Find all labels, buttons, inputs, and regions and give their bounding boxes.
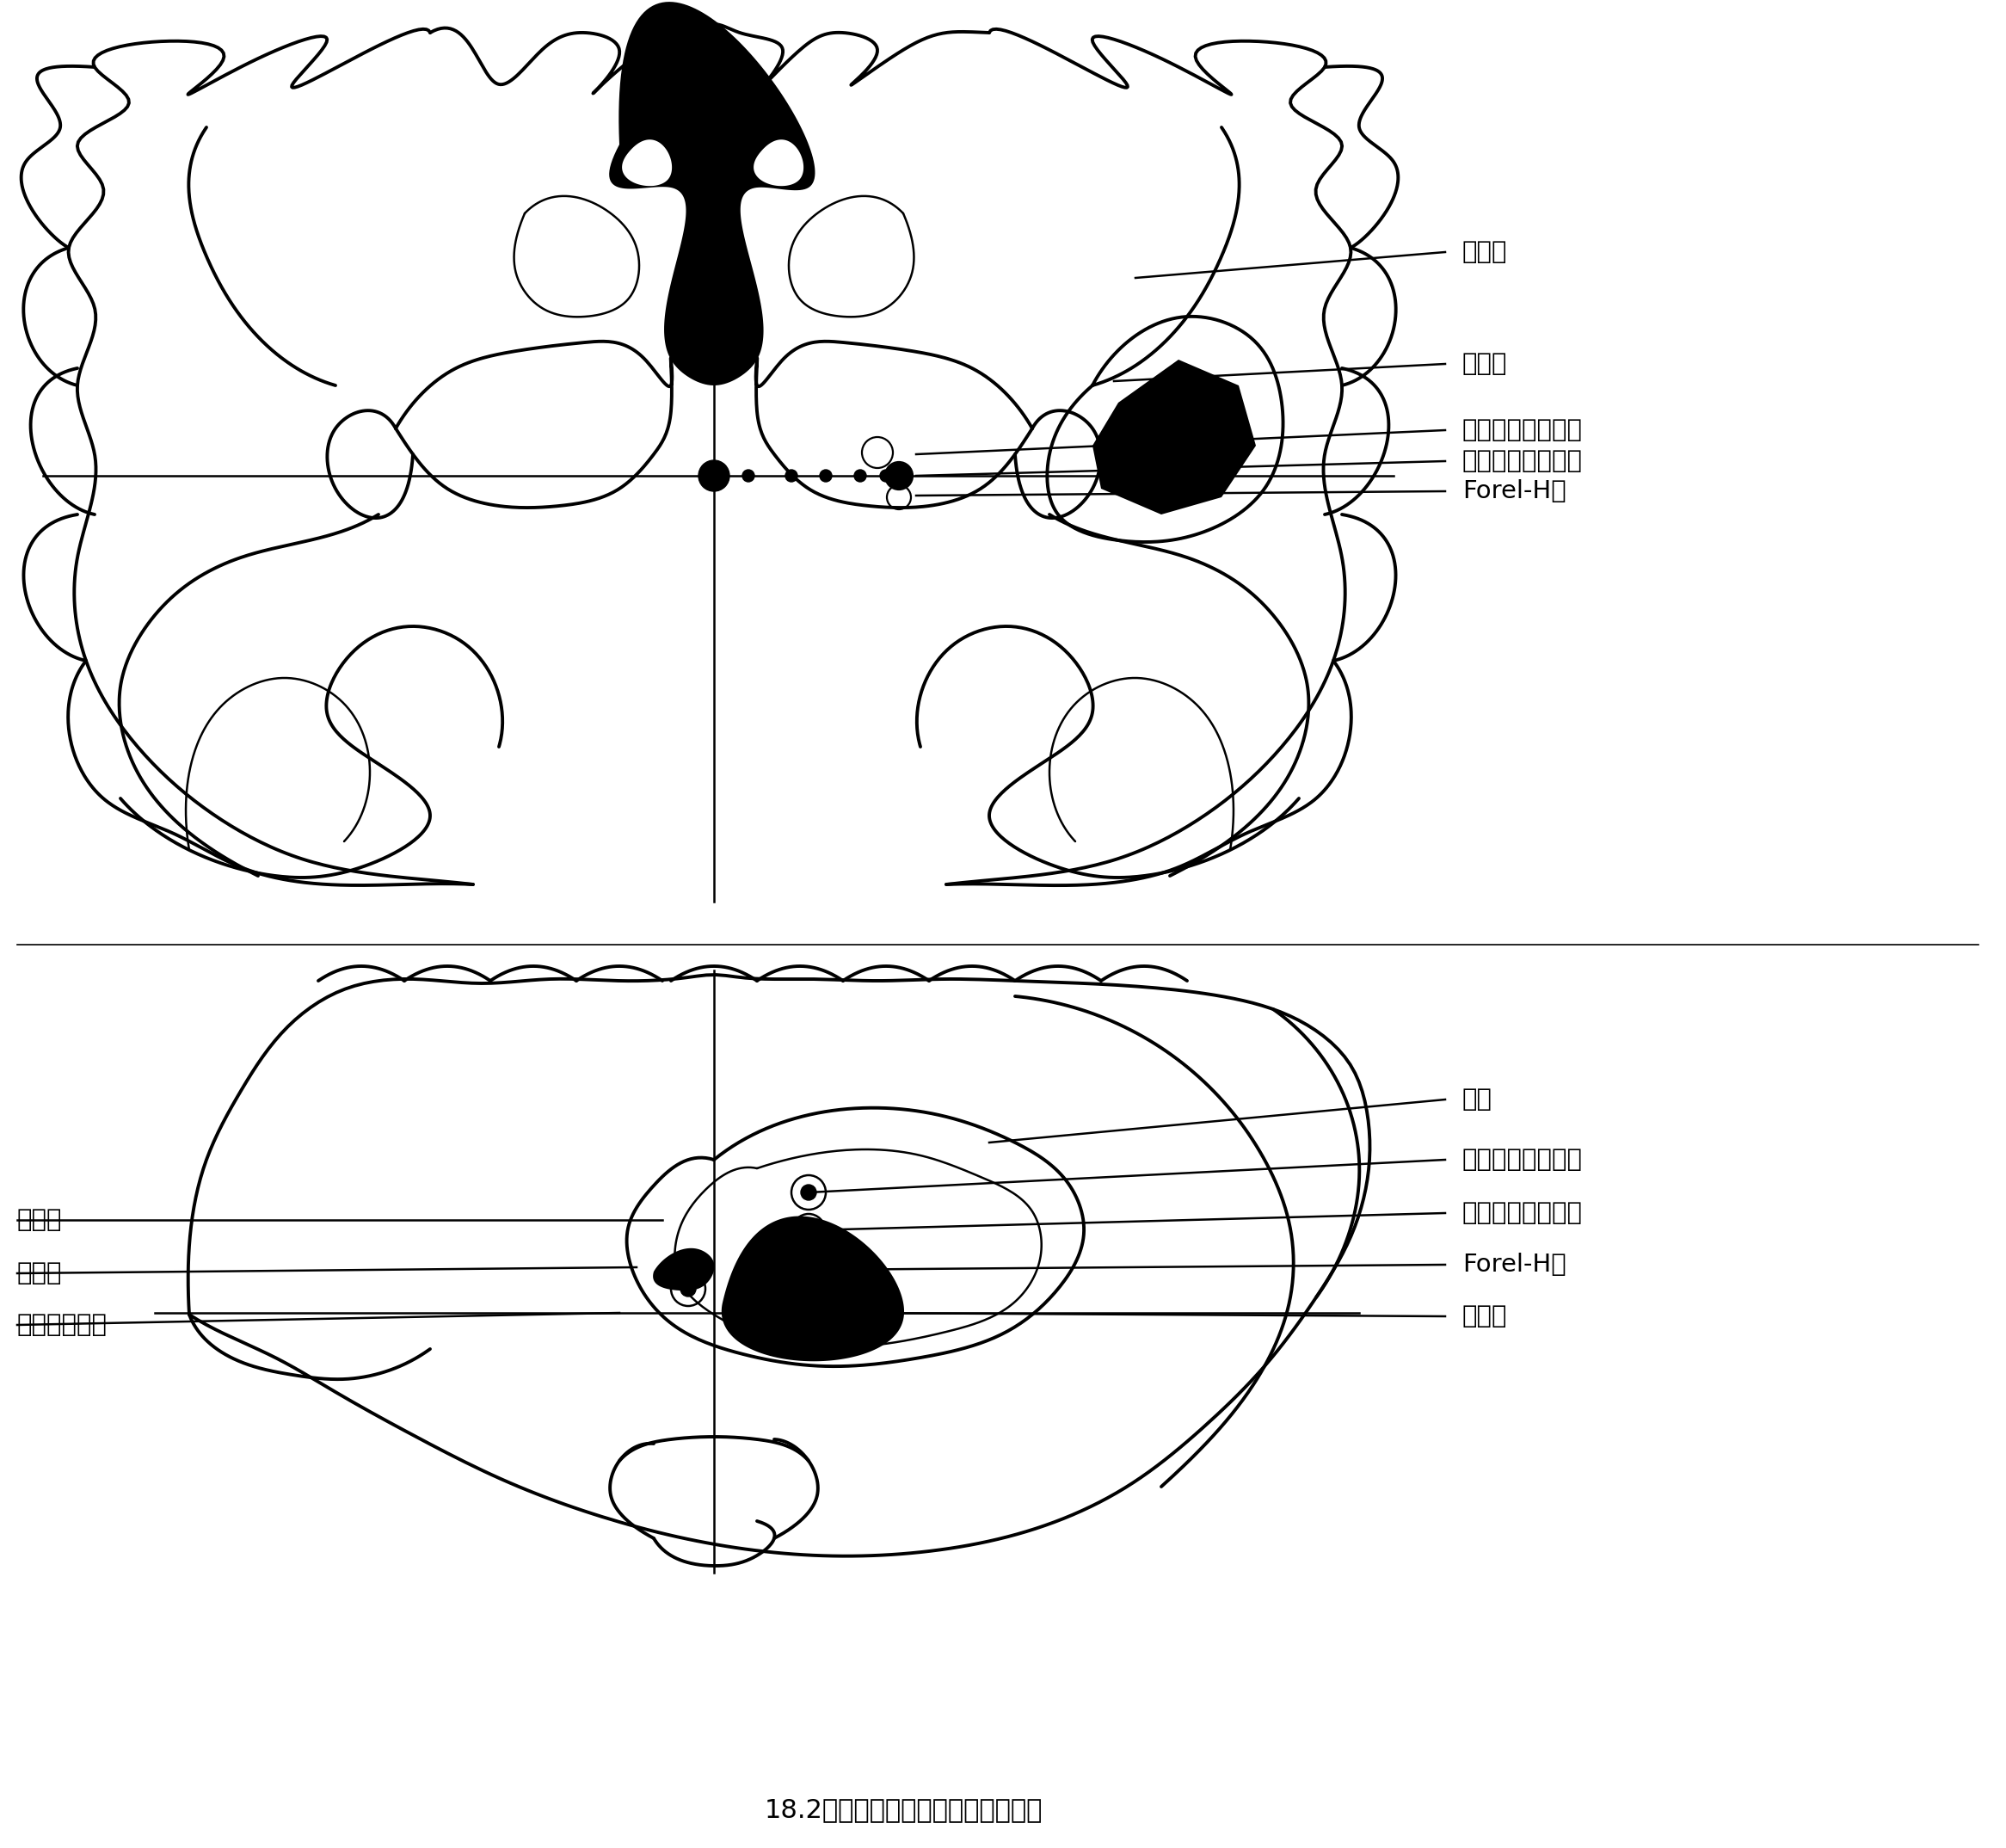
Circle shape	[680, 1281, 696, 1297]
Circle shape	[742, 469, 754, 482]
Text: 丘脑腹外侧核下部: 丘脑腹外侧核下部	[1462, 449, 1583, 473]
Circle shape	[786, 469, 798, 482]
Polygon shape	[722, 1216, 905, 1362]
Text: 丘脑腹外侧核下部: 丘脑腹外侧核下部	[1462, 1201, 1583, 1225]
Polygon shape	[654, 1247, 714, 1290]
Circle shape	[800, 1262, 816, 1277]
Circle shape	[820, 469, 832, 482]
Text: 丘脑腹外侧核上部: 丘脑腹外侧核上部	[1462, 418, 1583, 442]
Polygon shape	[610, 2, 814, 386]
Text: 后联合: 后联合	[1462, 1305, 1509, 1329]
Circle shape	[881, 469, 893, 482]
Circle shape	[800, 1223, 816, 1238]
Circle shape	[800, 1185, 816, 1199]
Text: 苍白球: 苍白球	[18, 1260, 62, 1286]
Text: 苍白球: 苍白球	[1462, 351, 1509, 375]
Text: Forel-H区: Forel-H区	[1462, 1253, 1567, 1277]
Polygon shape	[1093, 360, 1256, 514]
Text: 18.2　帕金森病苍白球内侧部毁损术: 18.2 帕金森病苍白球内侧部毁损术	[764, 1798, 1043, 1822]
Polygon shape	[754, 140, 804, 187]
Text: 前联合: 前联合	[18, 1209, 62, 1233]
Text: Forel-H区: Forel-H区	[1462, 479, 1567, 503]
Text: 苍白球内侧部: 苍白球内侧部	[18, 1312, 108, 1336]
Text: 丘脑: 丘脑	[1462, 1087, 1492, 1111]
Polygon shape	[622, 140, 672, 187]
Circle shape	[855, 469, 867, 482]
Circle shape	[698, 460, 730, 492]
Text: 侧脑室: 侧脑室	[1462, 240, 1509, 264]
Circle shape	[885, 462, 913, 490]
Text: 丘脑腹外侧核上部: 丘脑腹外侧核上部	[1462, 1148, 1583, 1172]
